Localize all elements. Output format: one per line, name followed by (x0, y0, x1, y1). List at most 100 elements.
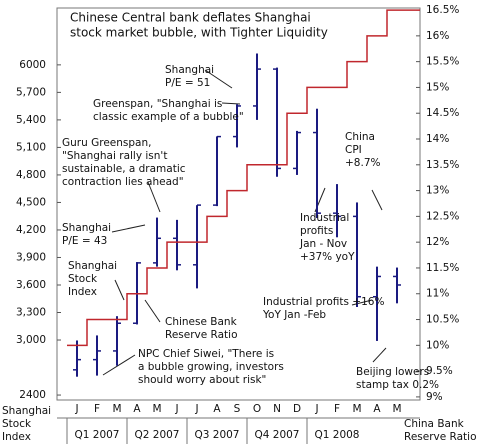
y2-tick-label: 13% (426, 185, 449, 197)
y-tick-label: 4,500 (16, 196, 46, 208)
chart-title: Chinese Central bank deflates Shanghai (70, 11, 311, 25)
annotation: China (345, 131, 375, 143)
annotation: Greenspan, "Shanghai is (93, 98, 222, 110)
arrow (372, 347, 387, 363)
annotation: Shanghai (165, 64, 214, 76)
annotation: +8.7% (345, 157, 380, 169)
y-axis-label: Shanghai (2, 405, 51, 417)
annotation: CPI (345, 144, 362, 156)
series-label: Chinese Bank (165, 316, 238, 328)
y2-tick-label: 16% (426, 30, 449, 42)
y-tick-label: 4,800 (16, 169, 46, 181)
chart-title: stock market bubble, with Tighter Liquid… (70, 26, 328, 40)
x-tick-label: D (293, 403, 301, 415)
annotation: profits (300, 225, 333, 237)
y2-tick-label: 10% (426, 339, 449, 351)
y2-tick-label: 13.5% (426, 159, 459, 171)
quarter-label: Q1 2008 (314, 429, 359, 441)
y2-tick-label: 11.5% (426, 262, 459, 274)
y2-axis-label: Reserve Ratio (404, 431, 477, 443)
y2-tick-label: 14.5% (426, 107, 459, 119)
annotation: Industrial profits +16% (263, 296, 384, 308)
x-tick-label: J (174, 403, 178, 415)
series-label: Shanghai (68, 260, 117, 272)
annotation: a bubble growing, investors (138, 361, 284, 373)
arrow (114, 279, 125, 301)
x-tick-label: M (352, 403, 361, 415)
x-tick-label: F (94, 403, 100, 415)
arrow (221, 102, 241, 105)
quarter-label: Q2 2007 (134, 429, 179, 441)
annotation: Guru Greenspan, (62, 137, 151, 149)
y-tick-label: 3,300 (16, 307, 46, 319)
annotation: Jan - Nov (299, 238, 347, 250)
y2-tick-label: 12% (426, 236, 449, 248)
arrow (144, 299, 161, 323)
annotation: classic example of a bubble" (93, 111, 244, 123)
x-tick-label: M (112, 403, 121, 415)
x-tick-label: O (253, 403, 261, 415)
quarter-label: Q4 2007 (254, 429, 299, 441)
arrow (351, 299, 373, 306)
arrow (111, 224, 146, 233)
y2-tick-label: 12.5% (426, 210, 459, 222)
arrow (147, 181, 161, 213)
y2-tick-label: 16.5% (426, 4, 459, 16)
x-tick-label: S (234, 403, 241, 415)
annotation: P/E = 51 (165, 77, 210, 89)
x-tick-label: J (314, 403, 318, 415)
x-tick-label: M (152, 403, 161, 415)
annotation: should worry about risk" (138, 374, 266, 386)
reserve-ratio-line (67, 9, 420, 347)
y2-axis-label: China Bank (404, 418, 465, 430)
annotation: Beijing lowers (356, 366, 429, 378)
annotation: contraction lies ahead" (62, 176, 184, 188)
y2-tick-label: 9% (426, 391, 443, 403)
y-tick-label: 3,600 (16, 279, 46, 291)
annotation: "Shanghai rally isn't (62, 150, 167, 162)
y-tick-label: 3,000 (16, 334, 46, 346)
y-tick-label: 3,900 (16, 251, 46, 263)
series-label: Index (68, 286, 97, 298)
y2-tick-label: 9.5% (426, 365, 453, 377)
y2-tick-label: 15.5% (426, 56, 459, 68)
annotation: P/E = 43 (62, 235, 107, 247)
annotation: Industrial (300, 212, 349, 224)
quarter-label: Q1 2007 (74, 429, 119, 441)
annotation: Shanghai (62, 222, 111, 234)
x-tick-label: N (273, 403, 281, 415)
x-tick-label: M (392, 403, 401, 415)
arrows (102, 69, 387, 376)
y-tick-label: 4,200 (16, 224, 46, 236)
y2-tick-label: 11% (426, 288, 449, 300)
x-tick-label: J (74, 403, 78, 415)
annotation: sustainable, a dramatic (62, 163, 186, 175)
x-tick-label: F (334, 403, 340, 415)
y-tick-label: 2400 (19, 389, 46, 401)
y-tick-label: 5,400 (16, 114, 46, 126)
arrow (371, 189, 383, 211)
annotation: YoY Jan -Feb (262, 309, 326, 321)
series-label: Reserve Ratio (165, 329, 238, 341)
annotation: NPC Chief Siwei, "There is (138, 348, 274, 360)
arrow (204, 69, 233, 89)
plot-frame (56, 7, 421, 401)
x-tick-label: A (373, 403, 381, 415)
y2-tick-label: 15% (426, 81, 449, 93)
x-tick-label: A (133, 403, 141, 415)
y-axis-label: Index (2, 431, 31, 443)
y-tick-label: 5,100 (16, 141, 46, 153)
x-tick-label: J (194, 403, 198, 415)
y-tick-label: 5,700 (16, 86, 46, 98)
y2-tick-label: 10.5% (426, 314, 459, 326)
y2-tick-label: 14% (426, 133, 449, 145)
series-label: Stock (68, 273, 98, 285)
y-tick-label: 6000 (19, 59, 46, 71)
quarter-label: Q3 2007 (194, 429, 239, 441)
x-tick-label: A (213, 403, 221, 415)
y-axis-label: Stock (2, 418, 32, 430)
annotation: +37% yoY (300, 251, 355, 263)
arrow (102, 354, 136, 376)
annotation: stamp tax 0.2% (356, 379, 439, 391)
